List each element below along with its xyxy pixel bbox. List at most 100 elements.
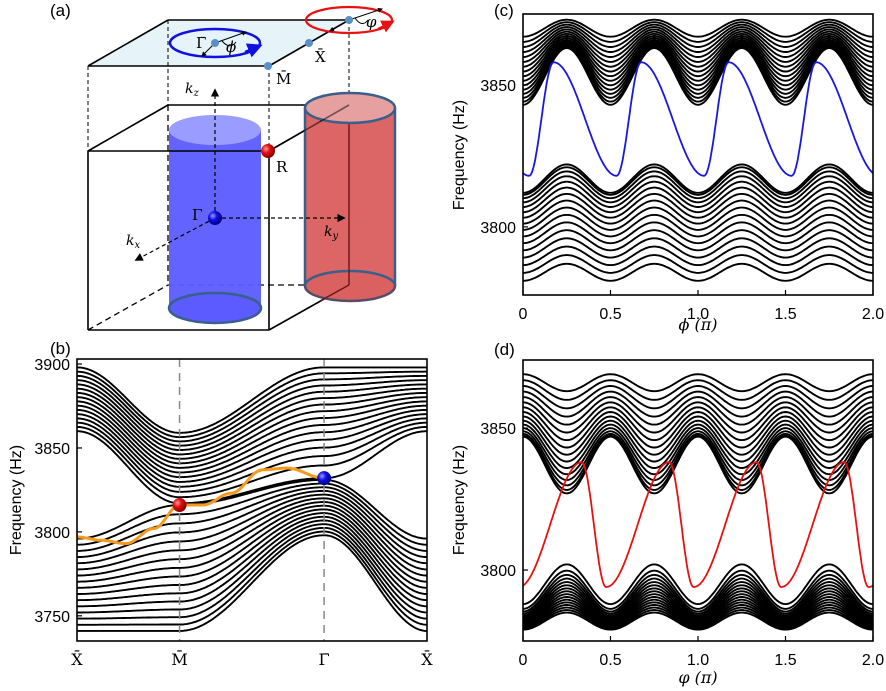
bulk-band-upper <box>523 39 873 82</box>
bulk-band-lower <box>77 523 427 614</box>
bulk-band-upper <box>523 396 873 426</box>
bulk-band-upper <box>523 406 873 442</box>
bulk-band-upper <box>77 417 427 488</box>
bulk-band-lower <box>77 519 427 608</box>
bulk-band-lower <box>523 180 873 208</box>
y-tick-label: 3800 <box>480 220 516 237</box>
bulk-band-upper <box>523 40 873 87</box>
bulk-band-lower <box>77 530 427 626</box>
bulk-band-upper <box>523 37 873 78</box>
bulk-band-upper <box>77 383 427 451</box>
y-axis-label-d: Frequency (Hz) <box>451 445 468 555</box>
bulk-band-upper <box>523 44 873 95</box>
bulk-band-lower <box>523 170 873 200</box>
bulk-band-lower <box>523 262 873 282</box>
panel-label-b: (b) <box>50 339 71 358</box>
x-tick-label: 0.5 <box>599 652 621 669</box>
bulk-band-upper <box>77 396 427 465</box>
bulk-band-upper <box>77 391 427 460</box>
y-tick-label: 3750 <box>34 609 70 626</box>
bulk-band-upper <box>523 30 873 63</box>
x-tick-label: 0 <box>519 306 528 323</box>
bulk-band-lower <box>523 593 873 623</box>
bulk-band-upper <box>523 28 873 58</box>
panel-b: (b) 3750 3800 3850 3900 X̄ M̄ Γ̄ X̄ Frequency … <box>8 339 433 669</box>
x-tick-label: 2.0 <box>862 306 884 323</box>
bulk-band-lower <box>523 606 873 629</box>
bulk-band-upper <box>523 432 873 487</box>
bulk-band-upper <box>523 18 873 38</box>
x-tick-label: 0.5 <box>599 306 621 323</box>
bulk-band-lower <box>523 587 873 620</box>
y-tick-label: 3900 <box>34 357 70 374</box>
blue-loop: Γ̄ ϕ <box>168 27 263 59</box>
bulk-band-lower <box>523 584 873 619</box>
chiral-edge-state <box>523 461 873 589</box>
bulk-band-lower <box>523 563 873 606</box>
y-ticks-c: 3800 3850 <box>480 78 528 237</box>
bulk-band-lower <box>523 601 873 627</box>
bulk-band-upper <box>77 430 427 505</box>
bulk-band-lower <box>77 504 427 583</box>
bulk-band-lower <box>77 489 427 559</box>
bulk-band-lower <box>523 213 873 238</box>
R-projection-marker <box>172 498 187 513</box>
panel-c: (c) 3800 3850 0 0.5 1.0 1.5 2.0 Frequency (Hz… <box>451 1 884 334</box>
bulk-band-lower <box>523 611 873 631</box>
degeneracy-markers <box>172 471 332 513</box>
bulk-band-upper <box>77 413 427 483</box>
bulk-band-lower <box>77 482 427 546</box>
bulk-band-lower <box>523 245 873 267</box>
bulk-band-upper <box>77 374 427 443</box>
bulk-band-lower <box>77 512 427 595</box>
gamma-point-marker <box>208 211 222 225</box>
bulk-band-lower <box>523 221 873 245</box>
bulk-band-upper <box>523 423 873 469</box>
bulk-band-lower <box>77 486 427 552</box>
bulk-band-upper <box>523 434 873 491</box>
m-bar-label: M̄ <box>276 70 291 88</box>
bulk-band-lower <box>77 501 427 577</box>
bulk-band-upper <box>523 23 873 48</box>
bulk-band-lower <box>523 163 873 194</box>
x-tick-label: 1.0 <box>687 306 709 323</box>
red-cylinder <box>268 91 397 303</box>
bulk-band-lower <box>523 254 873 274</box>
panel-label-d: (d) <box>494 340 515 359</box>
Gamma-projection-marker <box>317 471 332 486</box>
bulk-band-upper <box>77 366 427 434</box>
y-tick-label: 3850 <box>480 421 516 438</box>
x-bar-marker <box>305 39 313 47</box>
bulk-band-lower <box>77 515 427 602</box>
bulk-band-lower <box>77 497 427 571</box>
bulk-band-upper <box>77 404 427 474</box>
bulk-band-lower <box>523 581 873 617</box>
plane-edge <box>87 19 169 67</box>
x-tick-label: X̄ <box>71 648 83 669</box>
x-axis-label-c: ϕ (π) <box>679 315 718 334</box>
kx-axis <box>134 217 216 261</box>
bulk-band-lower <box>77 493 427 565</box>
bulk-band-lower <box>523 229 873 252</box>
bulk-band-lower <box>523 596 873 625</box>
bulk-band-upper <box>77 387 427 456</box>
bulk-band-lower <box>523 590 873 622</box>
x-axis-label-d: φ (π) <box>678 668 717 687</box>
bulk-band-lower <box>523 206 873 231</box>
bulk-band-lower <box>523 186 873 214</box>
bulk-band-lower <box>77 526 427 620</box>
bulk-band-upper <box>523 411 873 449</box>
panel-d: (d) 3800 3850 0 0.5 1.0 1.5 2.0 Frequency (Hz… <box>451 340 884 687</box>
gamma-label: Γ <box>192 206 202 224</box>
bulk-band-upper <box>523 385 873 410</box>
panel-label-a: (a) <box>50 1 71 20</box>
axes-frame-b <box>76 358 428 642</box>
y-ticks-b: 3750 3800 3850 3900 <box>34 357 82 626</box>
y-axis-label-c: Frequency (Hz) <box>451 100 468 210</box>
x-tick-label: 1.5 <box>774 306 796 323</box>
red-loop: φ <box>304 5 395 35</box>
x-tick-label: Γ̄ <box>319 650 330 669</box>
bulk-band-upper <box>77 408 427 479</box>
phi-label: ϕ <box>226 38 236 56</box>
surface-state-curve <box>77 466 325 546</box>
